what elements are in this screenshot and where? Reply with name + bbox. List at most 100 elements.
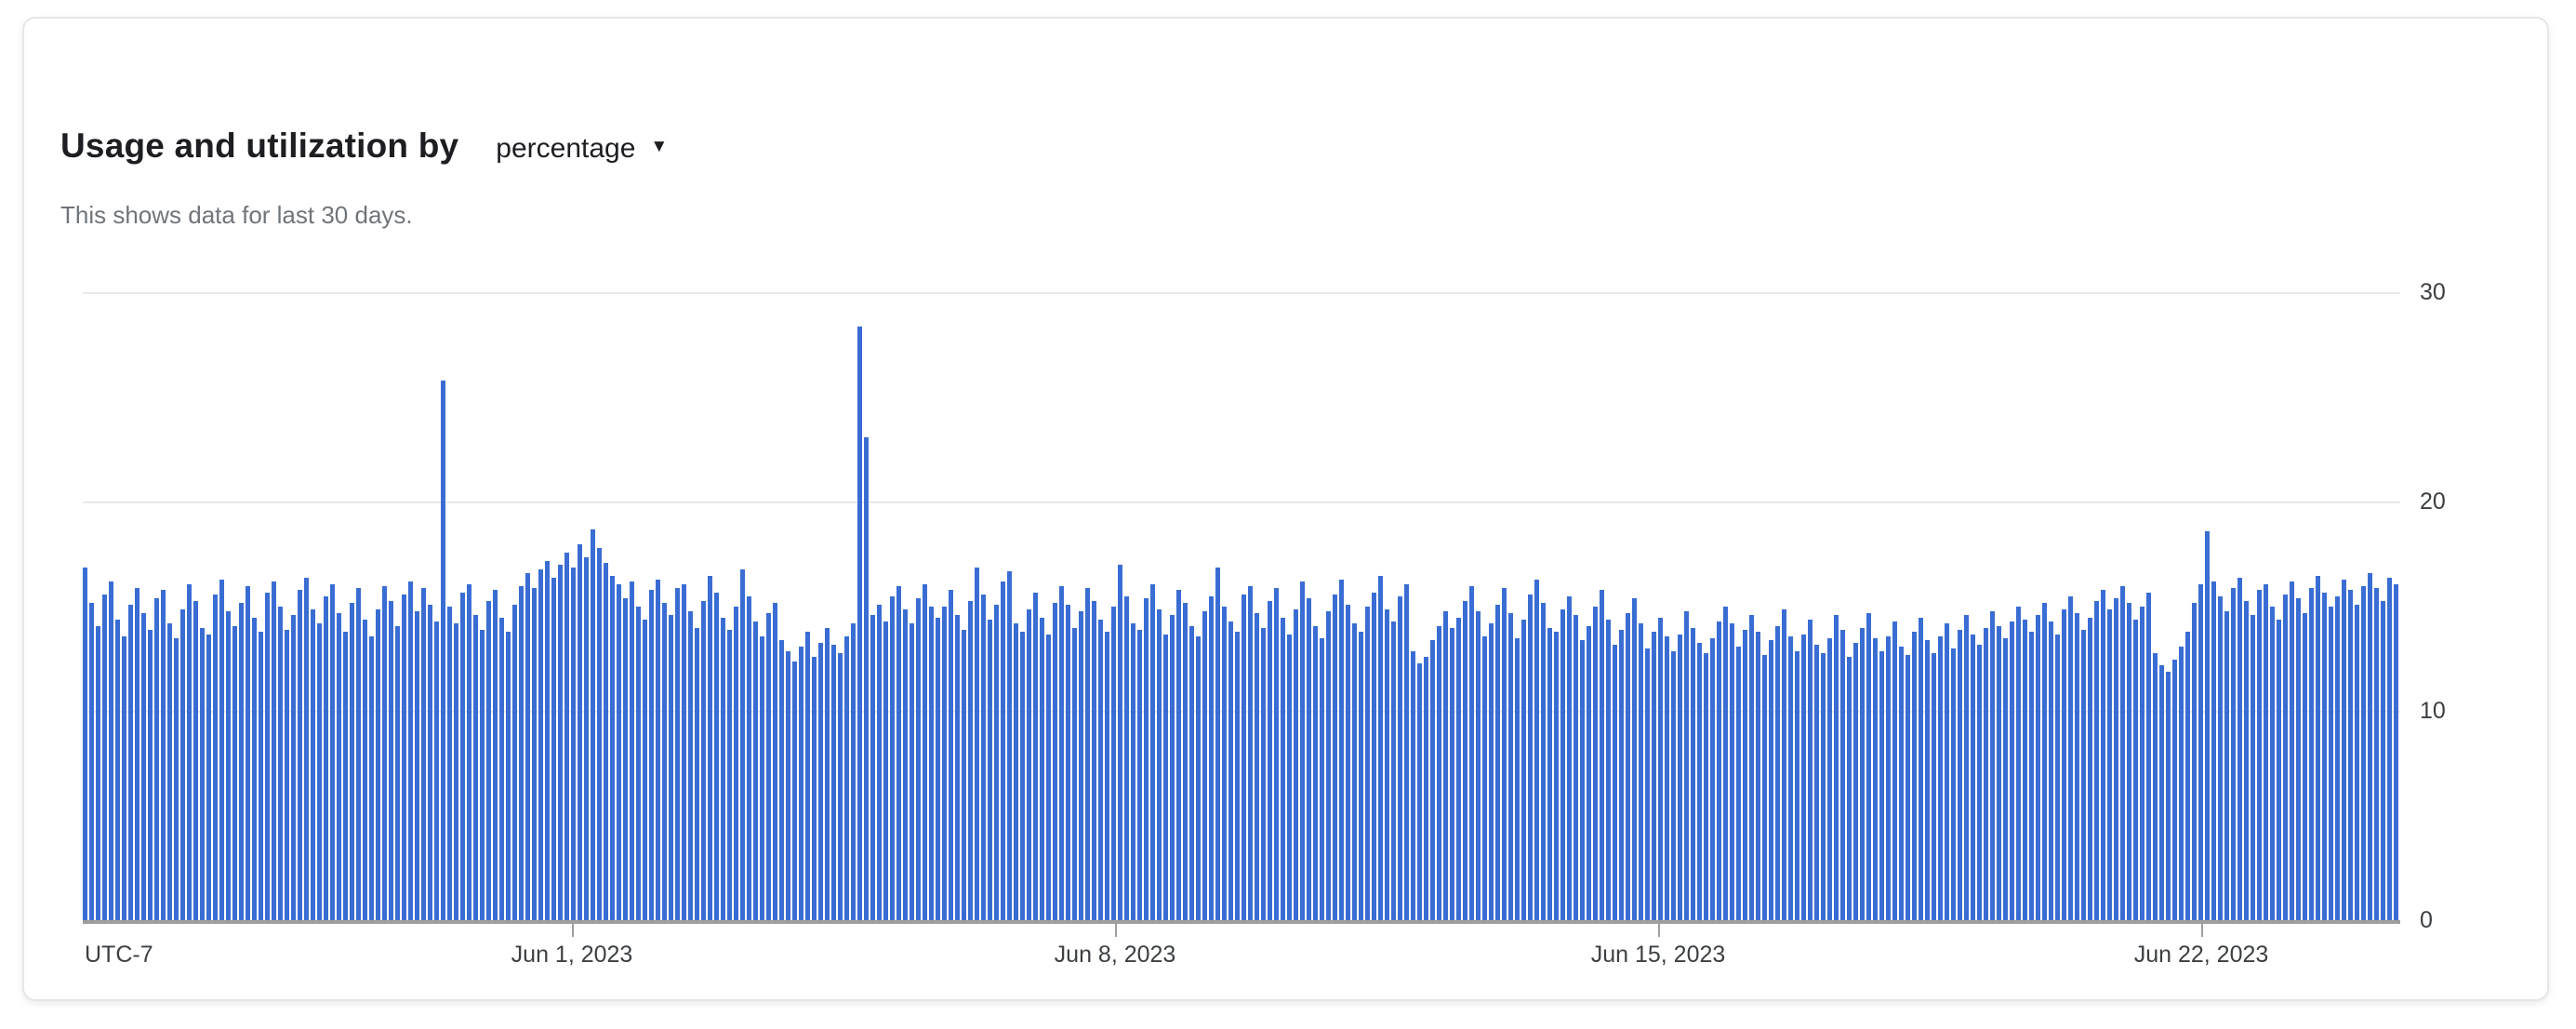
bar[interactable] bbox=[2211, 581, 2216, 921]
bar[interactable] bbox=[564, 553, 569, 921]
bar[interactable] bbox=[1176, 590, 1181, 921]
bar[interactable] bbox=[1365, 607, 1370, 921]
bar[interactable] bbox=[1098, 620, 1103, 921]
bar[interactable] bbox=[1873, 638, 1878, 921]
bar[interactable] bbox=[1593, 607, 1598, 921]
bar[interactable] bbox=[122, 636, 126, 921]
bar[interactable] bbox=[1424, 657, 1428, 921]
bar[interactable] bbox=[350, 603, 354, 921]
bar[interactable] bbox=[1040, 618, 1044, 921]
bar[interactable] bbox=[1866, 613, 1871, 921]
bar[interactable] bbox=[1014, 623, 1018, 921]
bar[interactable] bbox=[161, 590, 166, 921]
bar[interactable] bbox=[910, 623, 914, 921]
bar[interactable] bbox=[1892, 621, 1897, 921]
bar[interactable] bbox=[779, 640, 784, 921]
bar[interactable] bbox=[1567, 596, 1572, 921]
bar[interactable] bbox=[727, 630, 732, 921]
bar[interactable] bbox=[2322, 593, 2327, 921]
bar[interactable] bbox=[1209, 596, 1214, 921]
bar[interactable] bbox=[2342, 580, 2346, 921]
bar[interactable] bbox=[441, 381, 445, 921]
bar[interactable] bbox=[298, 590, 302, 921]
bar[interactable] bbox=[591, 529, 595, 921]
bar[interactable] bbox=[1202, 611, 1207, 921]
bar[interactable] bbox=[167, 623, 172, 921]
bar[interactable] bbox=[2166, 672, 2171, 921]
bar[interactable] bbox=[1730, 623, 1734, 921]
bar[interactable] bbox=[1307, 598, 1311, 921]
bar[interactable] bbox=[154, 598, 159, 921]
bar[interactable] bbox=[1600, 590, 1604, 921]
bar[interactable] bbox=[2205, 531, 2210, 921]
bar[interactable] bbox=[604, 563, 608, 921]
bar[interactable] bbox=[584, 557, 589, 921]
bar[interactable] bbox=[193, 601, 198, 921]
bar[interactable] bbox=[2192, 603, 2197, 921]
bar[interactable] bbox=[337, 613, 341, 921]
bar[interactable] bbox=[1124, 596, 1129, 921]
bar[interactable] bbox=[949, 590, 953, 921]
bar[interactable] bbox=[128, 605, 133, 921]
bar[interactable] bbox=[1404, 584, 1409, 921]
bar[interactable] bbox=[1163, 635, 1168, 921]
bar[interactable] bbox=[844, 636, 849, 921]
bar[interactable] bbox=[246, 586, 250, 921]
bar[interactable] bbox=[1346, 605, 1350, 921]
bar[interactable] bbox=[1489, 623, 1494, 921]
bar[interactable] bbox=[2036, 615, 2040, 921]
bar[interactable] bbox=[2264, 584, 2268, 921]
bar[interactable] bbox=[1554, 632, 1559, 921]
bar[interactable] bbox=[402, 595, 406, 921]
bar[interactable] bbox=[2224, 611, 2229, 921]
bar[interactable] bbox=[747, 596, 751, 921]
bar[interactable] bbox=[369, 636, 374, 921]
bar[interactable] bbox=[675, 588, 680, 921]
bar[interactable] bbox=[1066, 605, 1070, 921]
bar[interactable] bbox=[1294, 609, 1298, 921]
bar[interactable] bbox=[1456, 618, 1461, 921]
bar[interactable] bbox=[1131, 623, 1135, 921]
bar[interactable] bbox=[1632, 598, 1637, 921]
bar[interactable] bbox=[682, 584, 686, 921]
bar[interactable] bbox=[1333, 595, 1337, 921]
bar[interactable] bbox=[1788, 636, 1793, 921]
bar[interactable] bbox=[786, 651, 790, 921]
bar[interactable] bbox=[2153, 653, 2158, 921]
bar[interactable] bbox=[2081, 630, 2086, 921]
bar[interactable] bbox=[213, 595, 218, 921]
bar[interactable] bbox=[1534, 580, 1539, 921]
bar[interactable] bbox=[2023, 620, 2027, 921]
bar[interactable] bbox=[1242, 595, 1246, 921]
bar[interactable] bbox=[428, 605, 432, 921]
bar[interactable] bbox=[96, 626, 100, 921]
bar[interactable] bbox=[1417, 663, 1422, 921]
bar[interactable] bbox=[1053, 603, 1057, 921]
bar[interactable] bbox=[343, 632, 348, 921]
bar[interactable] bbox=[1118, 565, 1122, 921]
bar[interactable] bbox=[1782, 609, 1786, 921]
bar[interactable] bbox=[1801, 635, 1806, 921]
bar[interactable] bbox=[291, 615, 296, 921]
bar[interactable] bbox=[1443, 611, 1448, 921]
bar[interactable] bbox=[571, 568, 576, 921]
bar[interactable] bbox=[2016, 607, 2021, 921]
bar[interactable] bbox=[83, 568, 87, 921]
bar[interactable] bbox=[1905, 655, 1910, 921]
bar[interactable] bbox=[239, 603, 244, 921]
bar[interactable] bbox=[870, 615, 875, 921]
bar[interactable] bbox=[1886, 636, 1891, 921]
bar[interactable] bbox=[525, 573, 530, 921]
bar[interactable] bbox=[551, 578, 556, 921]
bar[interactable] bbox=[617, 584, 621, 921]
bar[interactable] bbox=[831, 645, 836, 921]
bar[interactable] bbox=[1033, 593, 1038, 921]
bar[interactable] bbox=[506, 632, 511, 921]
bar[interactable] bbox=[1320, 638, 1324, 921]
bar[interactable] bbox=[896, 586, 901, 921]
bar[interactable] bbox=[2329, 607, 2333, 921]
bar[interactable] bbox=[1508, 613, 1513, 921]
bar[interactable] bbox=[708, 576, 712, 921]
bar[interactable] bbox=[1769, 640, 1773, 921]
bar[interactable] bbox=[259, 632, 263, 921]
